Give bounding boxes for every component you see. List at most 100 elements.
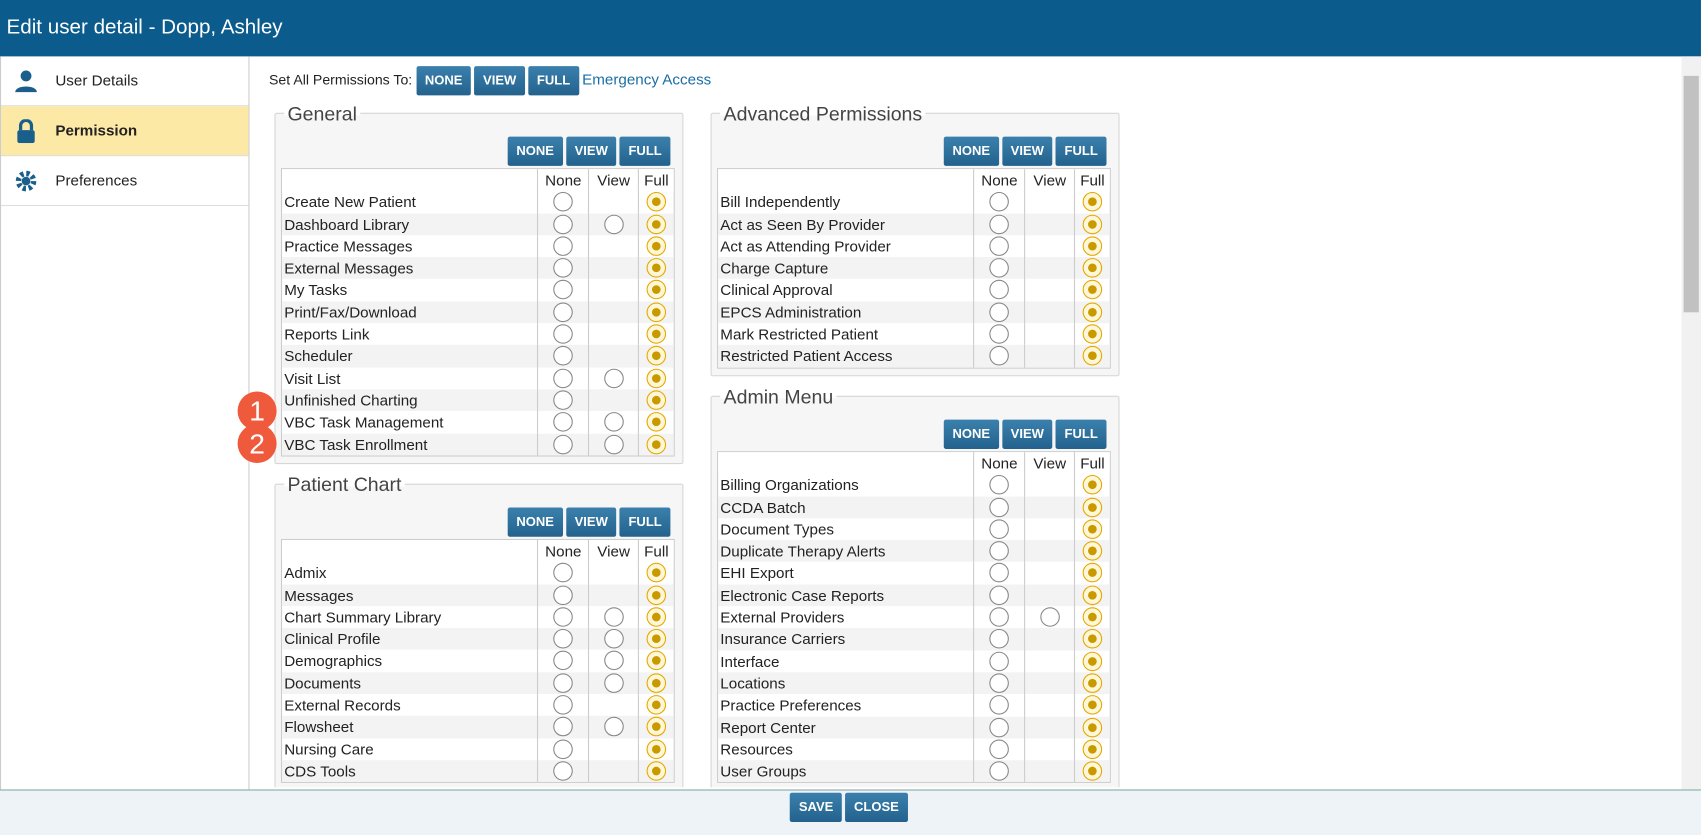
radio[interactable] bbox=[646, 280, 667, 300]
radio[interactable] bbox=[553, 695, 574, 715]
radio[interactable] bbox=[1082, 695, 1103, 715]
radio[interactable] bbox=[989, 629, 1010, 649]
panel-button[interactable]: VIEW bbox=[1001, 419, 1053, 449]
radio[interactable] bbox=[1082, 497, 1103, 517]
radio[interactable] bbox=[553, 761, 574, 781]
scroll-thumb[interactable] bbox=[1683, 75, 1699, 313]
radio[interactable] bbox=[553, 585, 574, 605]
radio[interactable] bbox=[646, 302, 667, 322]
radio[interactable] bbox=[553, 607, 574, 627]
radio[interactable] bbox=[989, 324, 1010, 344]
radio[interactable] bbox=[646, 236, 667, 256]
radio[interactable] bbox=[1082, 214, 1103, 234]
radio[interactable] bbox=[646, 563, 667, 583]
radio[interactable] bbox=[646, 214, 667, 234]
radio[interactable] bbox=[553, 302, 574, 322]
radio[interactable] bbox=[1082, 651, 1103, 671]
radio[interactable] bbox=[553, 673, 574, 693]
panel-button[interactable]: VIEW bbox=[1001, 136, 1053, 166]
radio[interactable] bbox=[646, 390, 667, 410]
radio[interactable] bbox=[1082, 629, 1103, 649]
radio[interactable] bbox=[603, 368, 624, 388]
radio[interactable] bbox=[989, 585, 1010, 605]
radio[interactable] bbox=[553, 390, 574, 410]
radio[interactable] bbox=[553, 258, 574, 278]
radio[interactable] bbox=[1039, 607, 1060, 627]
radio[interactable] bbox=[1082, 761, 1103, 781]
radio[interactable] bbox=[603, 673, 624, 693]
radio[interactable] bbox=[989, 761, 1010, 781]
radio[interactable] bbox=[1082, 563, 1103, 583]
panel-button[interactable]: NONE bbox=[507, 507, 563, 537]
radio[interactable] bbox=[989, 607, 1010, 627]
radio[interactable] bbox=[1082, 541, 1103, 561]
footer-button[interactable]: CLOSE bbox=[845, 792, 908, 822]
radio[interactable] bbox=[989, 717, 1010, 737]
radio[interactable] bbox=[553, 192, 574, 212]
sidebar-item[interactable]: Preferences bbox=[1, 156, 249, 207]
radio[interactable] bbox=[1082, 346, 1103, 366]
radio[interactable] bbox=[553, 651, 574, 671]
radio[interactable] bbox=[646, 739, 667, 759]
radio[interactable] bbox=[989, 651, 1010, 671]
radio[interactable] bbox=[553, 236, 574, 256]
radio[interactable] bbox=[989, 258, 1010, 278]
radio[interactable] bbox=[1082, 717, 1103, 737]
radio[interactable] bbox=[646, 607, 667, 627]
radio[interactable] bbox=[989, 302, 1010, 322]
radio[interactable] bbox=[553, 346, 574, 366]
set-all-button[interactable]: FULL bbox=[528, 66, 579, 96]
radio[interactable] bbox=[989, 497, 1010, 517]
radio[interactable] bbox=[603, 717, 624, 737]
radio[interactable] bbox=[553, 324, 574, 344]
panel-button[interactable]: FULL bbox=[619, 136, 671, 166]
radio[interactable] bbox=[553, 434, 574, 454]
radio[interactable] bbox=[646, 761, 667, 781]
radio[interactable] bbox=[989, 673, 1010, 693]
panel-button[interactable]: VIEW bbox=[565, 507, 617, 537]
radio[interactable] bbox=[553, 412, 574, 432]
radio[interactable] bbox=[989, 519, 1010, 539]
radio[interactable] bbox=[553, 563, 574, 583]
radio[interactable] bbox=[603, 434, 624, 454]
radio[interactable] bbox=[989, 541, 1010, 561]
radio[interactable] bbox=[646, 434, 667, 454]
radio[interactable] bbox=[646, 673, 667, 693]
radio[interactable] bbox=[1082, 192, 1103, 212]
radio[interactable] bbox=[989, 739, 1010, 759]
radio[interactable] bbox=[1082, 607, 1103, 627]
panel-button[interactable]: NONE bbox=[943, 136, 999, 166]
panel-button[interactable]: FULL bbox=[1055, 419, 1107, 449]
panel-button[interactable]: VIEW bbox=[565, 136, 617, 166]
footer-button[interactable]: SAVE bbox=[790, 792, 843, 822]
radio[interactable] bbox=[1082, 258, 1103, 278]
panel-button[interactable]: NONE bbox=[507, 136, 563, 166]
sidebar-item[interactable]: Permission bbox=[1, 106, 249, 157]
radio[interactable] bbox=[989, 192, 1010, 212]
set-all-button[interactable]: VIEW bbox=[474, 66, 525, 96]
radio[interactable] bbox=[646, 412, 667, 432]
radio[interactable] bbox=[603, 651, 624, 671]
radio[interactable] bbox=[1082, 236, 1103, 256]
radio[interactable] bbox=[646, 192, 667, 212]
panel-button[interactable]: NONE bbox=[943, 419, 999, 449]
radio[interactable] bbox=[1082, 673, 1103, 693]
radio[interactable] bbox=[989, 695, 1010, 715]
emergency-access-link[interactable]: Emergency Access bbox=[582, 70, 712, 88]
radio[interactable] bbox=[553, 368, 574, 388]
radio[interactable] bbox=[1082, 302, 1103, 322]
radio[interactable] bbox=[1082, 475, 1103, 495]
radio[interactable] bbox=[603, 214, 624, 234]
radio[interactable] bbox=[553, 717, 574, 737]
radio[interactable] bbox=[989, 475, 1010, 495]
radio[interactable] bbox=[989, 346, 1010, 366]
radio[interactable] bbox=[1082, 739, 1103, 759]
sidebar-item[interactable]: User Details bbox=[1, 56, 249, 107]
radio[interactable] bbox=[603, 629, 624, 649]
radio[interactable] bbox=[553, 739, 574, 759]
set-all-button[interactable]: NONE bbox=[416, 66, 472, 96]
radio[interactable] bbox=[989, 214, 1010, 234]
radio[interactable] bbox=[603, 412, 624, 432]
panel-button[interactable]: FULL bbox=[1055, 136, 1107, 166]
radio[interactable] bbox=[989, 563, 1010, 583]
